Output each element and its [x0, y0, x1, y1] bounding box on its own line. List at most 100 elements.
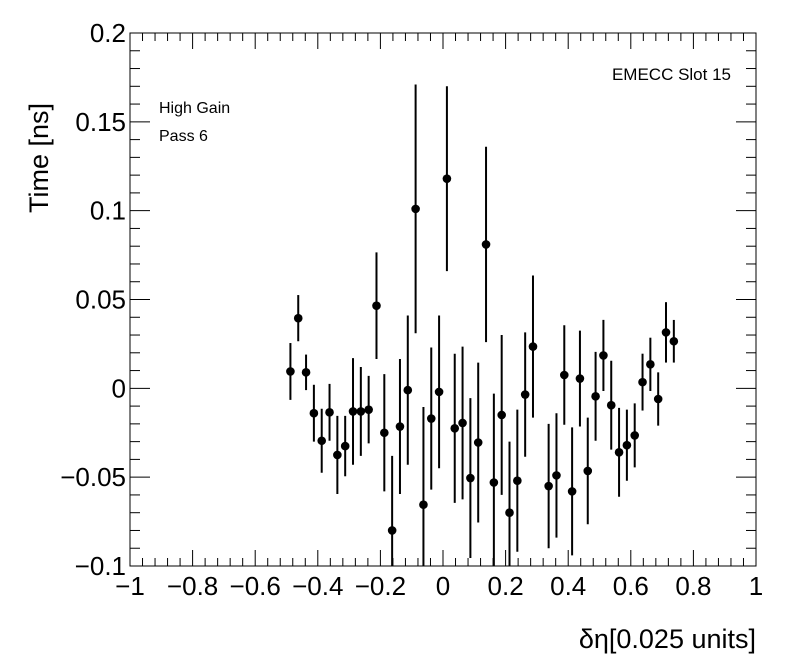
data-point: [395, 359, 405, 495]
data-point: [286, 343, 295, 400]
point-marker: [669, 336, 679, 346]
data-point: [559, 325, 569, 425]
y-tick-label: 0.1: [90, 196, 126, 226]
data-point: [450, 353, 460, 503]
point-marker: [442, 174, 452, 183]
data-point: [497, 335, 506, 495]
data-point: [309, 384, 319, 442]
data-point: [505, 441, 514, 566]
point-marker: [552, 471, 561, 480]
point-marker: [646, 360, 655, 369]
point-marker: [387, 526, 397, 535]
point-marker: [372, 301, 381, 311]
point-marker: [411, 204, 420, 214]
point-marker: [622, 440, 632, 450]
data-point: [293, 295, 303, 342]
data-point: [646, 337, 655, 391]
point-marker: [583, 466, 593, 476]
data-point: [380, 374, 389, 492]
point-marker: [575, 374, 585, 383]
y-tick-label: −0.1: [75, 551, 126, 581]
slot-annotation: EMECC Slot 15: [612, 65, 731, 84]
data-point: [567, 427, 577, 556]
point-marker: [325, 408, 334, 417]
point-marker: [419, 500, 428, 510]
y-tick-label: 0.2: [90, 18, 126, 48]
plot-frame: [129, 32, 757, 567]
data-point: [348, 358, 358, 465]
x-tick-label: 0.6: [613, 571, 649, 601]
data-point: [403, 315, 413, 465]
point-marker: [293, 313, 303, 323]
point-marker: [567, 487, 577, 496]
data-point: [325, 383, 334, 441]
data-point: [599, 319, 608, 391]
data-point: [489, 393, 499, 566]
data-point: [638, 353, 647, 411]
y-axis-title: Time [ns]: [24, 103, 54, 213]
point-marker: [520, 390, 530, 399]
data-point: [317, 408, 327, 473]
point-marker: [333, 450, 342, 460]
tick-labels: −1 −0.8 −0.6 −0.4 −0.2 0 0.2 0.4 0.6 0.8 1 −0.1 −0.0…: [60, 18, 763, 601]
data-point: [622, 409, 632, 481]
point-marker: [559, 370, 569, 380]
point-marker: [473, 438, 483, 447]
data-point: [340, 415, 350, 477]
x-tick-label: −0.2: [355, 571, 406, 601]
pass-annotation: Pass 6: [159, 128, 208, 145]
point-marker: [309, 408, 319, 418]
point-marker: [489, 478, 499, 487]
point-marker: [340, 441, 350, 451]
x-tick-label: 0.4: [550, 571, 586, 601]
data-point: [434, 315, 444, 469]
point-marker: [630, 431, 640, 440]
point-marker: [528, 342, 538, 351]
data-point: [552, 413, 561, 538]
point-marker: [450, 424, 460, 433]
x-tick-label: −0.6: [230, 571, 281, 601]
y-tick-label: −0.05: [60, 462, 126, 492]
data-point: [419, 406, 428, 566]
data-point: [669, 319, 679, 363]
data-point: [614, 407, 624, 497]
point-marker: [395, 422, 405, 431]
point-marker: [286, 367, 295, 376]
data-point: [544, 423, 553, 549]
data-point: [528, 275, 538, 418]
data-point: [442, 86, 452, 272]
point-marker: [434, 387, 444, 397]
point-marker: [426, 414, 436, 423]
x-tick-label: −1: [115, 571, 145, 601]
data-point: [481, 146, 491, 343]
x-tick-label: 0: [436, 571, 450, 601]
data-points: [286, 84, 679, 566]
data-point: [591, 351, 600, 441]
point-marker: [458, 418, 467, 428]
point-marker: [364, 405, 373, 414]
x-tick-label: 0.8: [675, 571, 711, 601]
data-point: [575, 330, 585, 427]
data-point: [426, 347, 436, 490]
point-marker: [403, 385, 413, 395]
point-marker: [301, 368, 311, 377]
point-marker: [356, 407, 366, 416]
point-marker: [497, 410, 506, 420]
x-tick-label: 0.2: [488, 571, 524, 601]
data-point: [630, 403, 640, 468]
point-marker: [466, 473, 475, 483]
data-point: [653, 372, 663, 426]
point-marker: [606, 400, 616, 410]
point-marker: [481, 240, 491, 249]
point-marker: [544, 481, 553, 491]
x-axis-title: δη[0.025 units]: [579, 624, 756, 654]
data-point: [411, 84, 420, 334]
point-marker: [599, 351, 608, 360]
data-point: [606, 360, 616, 450]
data-point: [513, 409, 522, 552]
data-point: [473, 362, 483, 523]
point-marker: [348, 407, 358, 416]
point-marker: [638, 377, 647, 387]
y-tick-label: 0.15: [75, 107, 126, 137]
